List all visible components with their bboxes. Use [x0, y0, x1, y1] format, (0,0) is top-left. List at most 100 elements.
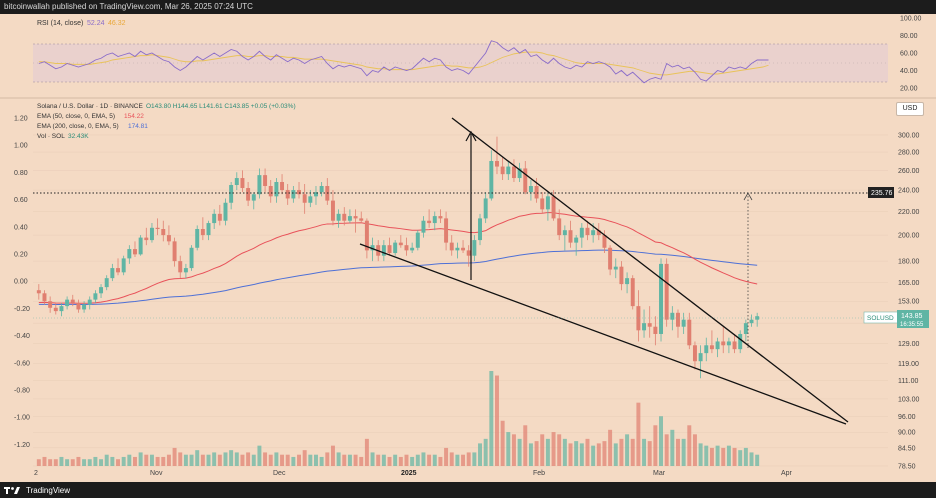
time-label-2025: 2025 [401, 470, 417, 477]
volume-bar [183, 454, 188, 466]
right-axis-label: 240.00 [898, 188, 920, 195]
candle-body [455, 247, 460, 251]
volume-bar [579, 443, 584, 466]
currency-button[interactable]: USD [896, 102, 924, 116]
volume-bar [444, 447, 449, 466]
candle-body [149, 227, 154, 241]
volume-bar [557, 434, 562, 466]
candle-body [206, 223, 211, 236]
volume-bar [438, 456, 443, 466]
volume-bar [647, 441, 652, 466]
candle-body [336, 213, 341, 221]
volume-bar [189, 454, 194, 466]
candle-body [155, 227, 160, 230]
rsi-legend-name: RSI (14, close) [37, 20, 83, 27]
candle-body [342, 213, 347, 221]
candle-body [478, 218, 482, 241]
candle-body [268, 186, 273, 197]
left-axis-label: 1.00 [14, 143, 28, 150]
candle-body [42, 293, 47, 302]
volume-bar [234, 452, 239, 466]
candle-body [217, 213, 222, 221]
candle-body [133, 249, 137, 255]
volume-bar [240, 454, 245, 466]
tradingview-logo-icon [4, 486, 22, 494]
volume-bar [246, 452, 251, 466]
candle-body [619, 266, 624, 285]
volume-bar [676, 438, 680, 466]
rsi-line [38, 40, 769, 84]
candle-body [116, 268, 120, 273]
right-axis[interactable]: 300.00 280.00 260.00 240.00 220.00 200.00 180.… [898, 133, 920, 471]
candle-body [353, 216, 358, 219]
rsi-axis-label: 20.00 [900, 86, 918, 93]
volume-bar [500, 420, 505, 466]
left-axis-label: -0.20 [14, 306, 30, 313]
volume-bar [76, 456, 81, 466]
volume-bar [297, 454, 301, 466]
price-chart[interactable]: RSI (14, close) 52.24 46.32 100.00 80.00 6… [0, 14, 936, 482]
candle-body [421, 220, 426, 233]
right-axis-label: 103.00 [898, 396, 920, 403]
candle-body [483, 198, 488, 219]
candle-body [461, 247, 466, 251]
ema50-line [38, 212, 758, 304]
rsi-legend-value: 52.24 [87, 20, 105, 27]
candle-body [121, 258, 126, 273]
candle-body [738, 333, 743, 350]
volume-bar [161, 456, 166, 466]
time-label-nov: Nov [150, 470, 163, 477]
rsi-axis-label: 80.00 [900, 33, 918, 40]
volume-bar [48, 459, 53, 466]
volume-bar [212, 452, 217, 466]
candle-body [743, 323, 748, 334]
volume-bar [257, 445, 262, 466]
time-axis[interactable]: 2 Nov Dec 2025 Feb Mar Apr [34, 470, 793, 477]
candle-body [393, 242, 398, 254]
main-panel: Solana / U.S. Dollar · 1D · BINANCE O143… [14, 103, 929, 471]
volume-bar [427, 454, 432, 466]
candle-body [517, 168, 522, 179]
candle-body [613, 266, 618, 270]
volume-bar [574, 441, 579, 466]
volume-bar [178, 452, 183, 466]
volume-bar [353, 454, 358, 466]
candle-body [195, 229, 200, 248]
right-axis-label: 96.00 [898, 414, 916, 421]
volume-bar [432, 454, 437, 466]
ema200-line [38, 249, 758, 305]
volume-bar [387, 456, 392, 466]
candle-body [144, 237, 149, 241]
candle-body [647, 323, 652, 327]
volume-bar [636, 402, 641, 466]
volume-bar [308, 454, 313, 466]
volume-bar [325, 452, 330, 466]
volume-bar [121, 456, 126, 466]
volume-bar [653, 425, 658, 466]
volume-bar [483, 438, 488, 466]
chart-area[interactable]: RSI (14, close) 52.24 46.32 100.00 80.00 6… [0, 14, 936, 482]
right-axis-label: 260.00 [898, 168, 920, 175]
candle-body [596, 230, 601, 236]
candle-body [591, 230, 596, 236]
volume-legend-value: 32.43K [68, 133, 89, 140]
candle-body [347, 216, 352, 221]
candle-body [670, 312, 675, 320]
target-price-label: 235.76 [871, 190, 893, 197]
candle-body [664, 263, 669, 320]
candle-body [534, 186, 539, 199]
flagpole-arrowhead [465, 130, 477, 142]
candle-body [36, 290, 41, 294]
volume-bar [110, 456, 115, 466]
candle-body [166, 235, 171, 242]
volume-bar [687, 425, 692, 466]
volume-bar [330, 445, 335, 466]
right-axis-label: 180.00 [898, 259, 920, 266]
volume-bar [370, 452, 375, 466]
volume-bar [116, 459, 120, 466]
volume-bar [489, 371, 494, 466]
candle-body [545, 196, 550, 210]
volume-bar [743, 447, 748, 466]
volume-bar [195, 450, 200, 466]
symbol-legend: Solana / U.S. Dollar · 1D · BINANCE [37, 103, 144, 110]
